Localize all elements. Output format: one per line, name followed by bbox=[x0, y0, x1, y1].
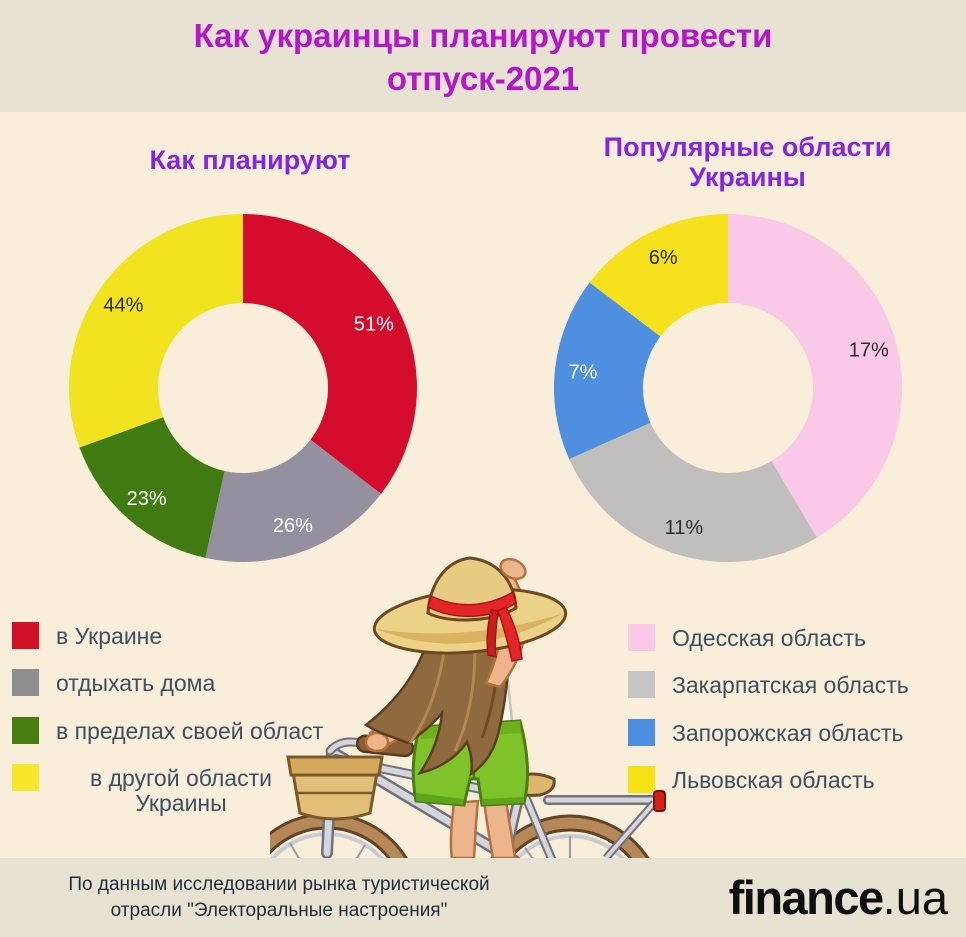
legend-label: Закарпатская область bbox=[672, 672, 909, 699]
finance-ua-logo: finance.ua bbox=[729, 870, 948, 925]
girl-with-bicycle-illustration bbox=[270, 556, 666, 858]
donut-chart-how-they-plan: 51% 26% 23% 44% bbox=[68, 214, 417, 563]
legend-label: отдыхать дома bbox=[56, 670, 216, 697]
legend-item: в Украине bbox=[12, 621, 347, 649]
legend-label: в Украине bbox=[56, 623, 163, 649]
legend-label: в другой области Украины bbox=[89, 764, 272, 817]
left-chart-title: Как планируют bbox=[149, 145, 351, 175]
donut-segment bbox=[728, 214, 903, 538]
donut-value-label: 23% bbox=[127, 488, 167, 510]
legend-label: в пределах своей област bbox=[56, 717, 324, 744]
straw-hat-icon bbox=[372, 556, 568, 662]
source-note-line1: По данным исследовании рынка туристическ… bbox=[68, 873, 490, 895]
page-title-line2: отпуск-2021 bbox=[386, 59, 580, 97]
donut-segment bbox=[569, 422, 817, 563]
girl-figure bbox=[363, 556, 568, 858]
legend-item: отдыхать дома bbox=[12, 668, 347, 697]
right-legend: Одесская область Закарпатская область За… bbox=[628, 623, 958, 812]
header-band: Как украинцы планируют провести отпуск-20… bbox=[0, 0, 966, 112]
legend-label: Одесская область bbox=[672, 625, 866, 651]
donut-value-label: 11% bbox=[665, 517, 704, 539]
donut-value-label: 7% bbox=[569, 361, 598, 383]
legend-item: в другой области Украины bbox=[12, 763, 347, 817]
legend-swatch-gray bbox=[628, 671, 655, 699]
donut-value-label: 26% bbox=[273, 515, 313, 537]
rear-wheel-icon bbox=[490, 814, 650, 858]
hand-on-hat bbox=[499, 557, 527, 581]
legend-swatch-blue bbox=[628, 718, 655, 746]
donut-segment bbox=[205, 439, 382, 563]
bicycle-basket-icon bbox=[286, 755, 384, 821]
legend-swatch-red bbox=[12, 622, 39, 649]
donut-value-label: 44% bbox=[103, 294, 143, 316]
page-title-line1: Как украинцы планируют провести bbox=[193, 17, 773, 54]
legend-label: Запорожская область bbox=[672, 719, 904, 746]
front-wheel-icon bbox=[270, 812, 408, 858]
donut-value-label: 51% bbox=[354, 313, 394, 335]
donut-segment bbox=[589, 214, 728, 337]
legend-item: Одесская область bbox=[628, 623, 958, 651]
logo-bold-part: finance bbox=[728, 871, 885, 924]
legend-item: Львовская область bbox=[628, 765, 958, 793]
legend-swatch-gray bbox=[12, 669, 39, 697]
legend-item: Закарпатская область bbox=[628, 670, 958, 699]
legend-swatch-yellow bbox=[628, 765, 655, 793]
footer-band: По данным исследовании рынка туристическ… bbox=[0, 858, 966, 937]
legend-swatch-green bbox=[12, 716, 39, 744]
donut-segment bbox=[68, 214, 243, 448]
reflector-icon bbox=[653, 790, 666, 812]
legend-label: Львовская область bbox=[672, 766, 875, 793]
donut-chart-popular-regions: 17% 11% 7% 6% bbox=[553, 214, 903, 563]
left-leg bbox=[449, 799, 480, 858]
legend-item: в пределах своей област bbox=[12, 716, 347, 744]
ribbon-tail-icon bbox=[486, 609, 499, 659]
donut-segment bbox=[79, 417, 225, 558]
donut-segment bbox=[553, 282, 661, 460]
page-title: Как украинцы планируют провести отпуск-20… bbox=[0, 0, 966, 101]
legend-swatch-yellow bbox=[12, 763, 39, 791]
rear-rack bbox=[543, 790, 666, 858]
legend-swatch-pink bbox=[628, 624, 655, 651]
donut-value-label: 17% bbox=[849, 339, 889, 361]
source-note-line2: отрасли "Электоральные настроения" bbox=[110, 899, 448, 921]
donut-value-label: 6% bbox=[649, 247, 678, 269]
right-leg bbox=[482, 797, 517, 858]
legend-item: Запорожская область bbox=[628, 718, 958, 746]
right-chart-title: Популярные области Украины bbox=[603, 132, 892, 193]
donut-segment bbox=[243, 214, 417, 494]
logo-light-part: .ua bbox=[882, 871, 948, 924]
source-note: По данным исследовании рынка туристическ… bbox=[14, 872, 544, 923]
left-legend: в Украине отдыхать дома в пределах своей… bbox=[12, 621, 347, 835]
ribbon-tail-icon bbox=[497, 605, 523, 662]
